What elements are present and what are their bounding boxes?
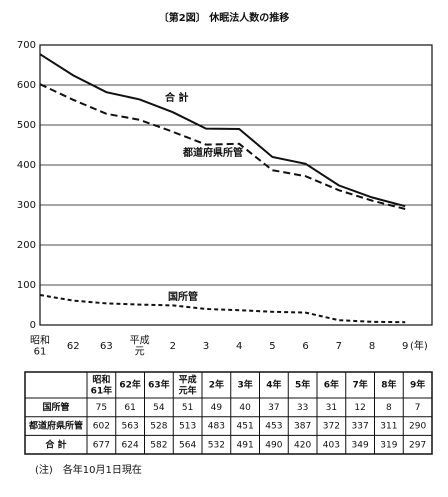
x-tick-label: 3 xyxy=(203,341,209,352)
note: (注) 各年10月1日現在 xyxy=(35,463,142,476)
x-tick-label: 2 xyxy=(170,341,176,352)
table-cell: 532 xyxy=(208,440,225,450)
table-cell: 337 xyxy=(352,422,369,432)
table-cell: 319 xyxy=(380,440,397,450)
table-cell: 563 xyxy=(122,422,139,432)
table-cell: 51 xyxy=(182,403,193,413)
table-row-label: 国所管 xyxy=(42,401,69,413)
table-cell: 513 xyxy=(179,422,196,432)
line xyxy=(39,294,406,324)
table-frame xyxy=(24,371,433,455)
table-cell: 33 xyxy=(297,403,308,413)
line xyxy=(39,83,406,210)
table-cell: 40 xyxy=(239,403,251,413)
table-header: 9年 xyxy=(410,379,425,391)
table-cell: 372 xyxy=(323,422,340,432)
table-cell: 490 xyxy=(265,440,282,450)
x-tick-label: 9 xyxy=(402,341,408,352)
table-cell: 61 xyxy=(124,403,135,413)
series-label: 国所管 xyxy=(168,290,198,303)
y-tick-label: 0 xyxy=(30,320,36,331)
table-cell: 420 xyxy=(294,440,311,450)
y-tick-label: 400 xyxy=(17,160,36,171)
table-cell: 297 xyxy=(409,440,426,450)
table-cell: 290 xyxy=(409,422,426,432)
table-cell: 75 xyxy=(96,403,107,413)
table-cell: 582 xyxy=(150,440,167,450)
table-cell: 31 xyxy=(326,403,337,413)
line xyxy=(39,53,406,208)
table-header: 62年 xyxy=(119,379,141,391)
table-cell: 12 xyxy=(354,403,365,413)
table-cell: 491 xyxy=(237,440,254,450)
table-header: 平成元年 xyxy=(179,373,197,396)
x-tick-label: 4 xyxy=(236,341,242,352)
x-tick-label: 62 xyxy=(67,341,80,352)
x-tick-label: 7 xyxy=(336,341,342,352)
series-label: 都道府県所管 xyxy=(182,146,243,159)
chart-title: 〔第2図〕 休眠法人数の推移 xyxy=(159,11,289,24)
table-cell: 483 xyxy=(208,422,225,432)
y-tick-label: 100 xyxy=(17,280,36,291)
table-header: 63年 xyxy=(148,379,170,391)
table-header: 6年 xyxy=(324,379,339,391)
table-cell: 451 xyxy=(237,422,254,432)
series-label: 合 計 xyxy=(164,91,188,104)
table-cell: 349 xyxy=(352,440,369,450)
table-cell: 528 xyxy=(150,422,167,432)
x-tick-label: 昭和 61 xyxy=(30,335,50,358)
y-tick-label: 300 xyxy=(17,200,36,211)
x-tick-label: 平成元 xyxy=(130,335,150,358)
table-cell: 54 xyxy=(153,403,165,413)
table-cell: 453 xyxy=(265,422,282,432)
table-row-label: 都道府県所管 xyxy=(28,420,83,432)
x-tick-label: 5 xyxy=(269,341,275,352)
table-cell: 387 xyxy=(294,422,311,432)
table-header: 4年 xyxy=(266,379,281,391)
x-tick-label: 6 xyxy=(302,341,308,352)
x-tick-label: 63 xyxy=(100,341,113,352)
x-tick-label: 8 xyxy=(369,341,375,352)
table-cell: 564 xyxy=(179,440,196,450)
table-header: 3年 xyxy=(237,379,252,391)
table-cell: 8 xyxy=(386,403,392,413)
table-cell: 7 xyxy=(415,403,421,413)
x-unit: (年) xyxy=(410,339,428,352)
y-tick-label: 700 xyxy=(17,40,36,51)
table-header: 7年 xyxy=(352,379,367,391)
table-header: 8年 xyxy=(381,379,396,391)
table-header: 昭和 61年 xyxy=(91,373,113,396)
plot-frame xyxy=(39,44,433,326)
table-cell: 403 xyxy=(323,440,340,450)
y-tick-label: 200 xyxy=(17,240,36,251)
y-tick-label: 500 xyxy=(17,120,36,131)
table-cell: 311 xyxy=(380,422,397,432)
table-cell: 624 xyxy=(122,440,139,450)
table-header: 5年 xyxy=(295,379,310,391)
table-cell: 49 xyxy=(211,403,223,413)
table-cell: 602 xyxy=(93,422,110,432)
table-cell: 37 xyxy=(268,403,279,413)
table-header: 2年 xyxy=(209,379,224,391)
table-cell: 677 xyxy=(93,440,110,450)
table-row-label: 合 計 xyxy=(45,438,66,450)
y-tick-label: 600 xyxy=(17,80,36,91)
